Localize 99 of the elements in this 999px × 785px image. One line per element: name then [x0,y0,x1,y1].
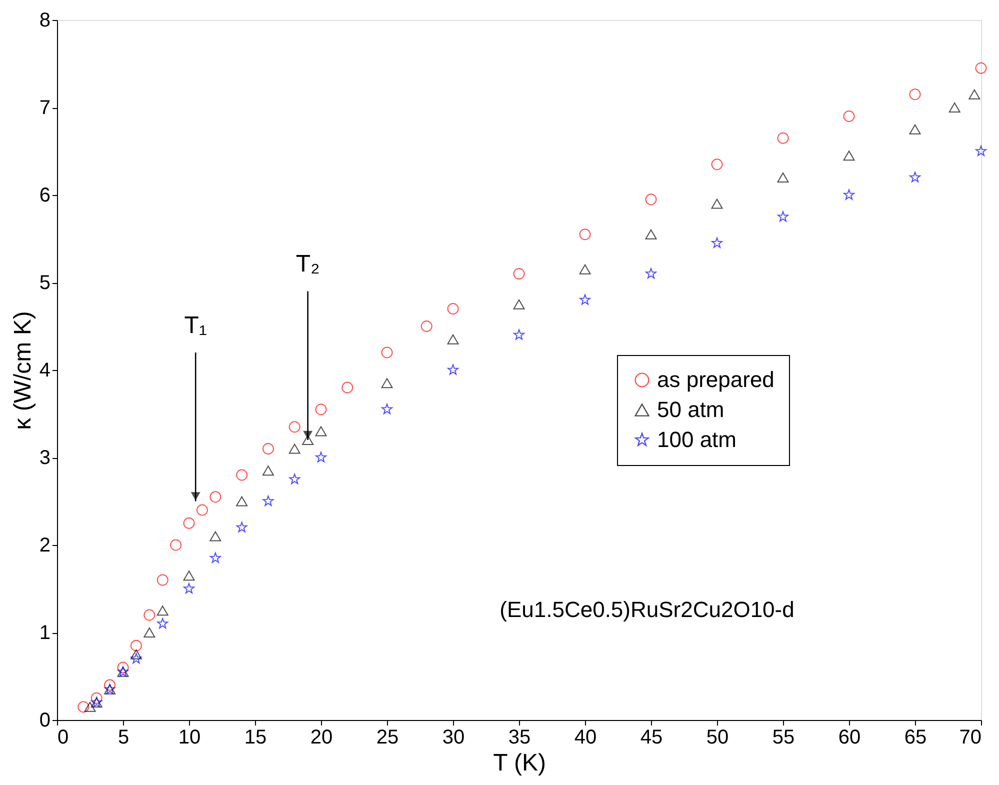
point [262,496,274,506]
point [210,531,222,542]
y-tick-label: 7 [39,97,50,119]
y-tick-label: 0 [39,710,50,732]
point [130,653,142,664]
legend-label: as prepared [657,367,774,392]
point [84,702,96,712]
point [104,679,116,691]
point [645,229,657,240]
x-tick-label: 5 [118,726,130,748]
y-tick-label: 4 [39,360,50,382]
x-tick-label: 15 [244,726,267,748]
x-tick-label: 40 [574,726,597,748]
y-tick-label: 8 [39,10,50,32]
point [289,474,300,484]
point [448,364,458,375]
point [382,404,392,414]
x-tick-label: 55 [772,726,795,748]
point [948,102,960,113]
point [288,421,300,433]
point [117,662,129,674]
point [711,198,723,209]
point [976,146,986,156]
point [778,211,788,222]
point [130,640,142,652]
x-tick-label: 25 [376,726,399,748]
y-tick-label: 6 [39,184,50,206]
point [196,504,208,516]
legend-label: 50 atm [657,397,724,422]
point [315,404,327,416]
point [236,469,248,481]
point [843,110,855,122]
point [78,701,90,713]
point [288,444,300,454]
point [514,329,524,340]
x-axis-title: T (K) [493,750,546,776]
point [711,158,723,170]
y-tick-label: 2 [39,534,50,556]
point [844,189,854,200]
annotation: T₂ [296,250,320,278]
point [579,228,591,240]
point [184,583,194,594]
point [315,426,327,436]
point [968,89,980,100]
annotation: T₁ [184,312,207,339]
point [381,346,393,358]
point [236,496,248,506]
y-tick-label: 1 [39,622,50,644]
point [170,539,182,551]
point [183,517,195,529]
point [843,150,855,161]
point [157,618,168,628]
x-tick-label: 60 [838,726,861,748]
x-tick-label: 50 [706,726,729,748]
point [236,522,248,532]
point [447,334,459,344]
x-tick-label: 30 [442,726,465,748]
point [210,552,221,563]
point [210,491,222,503]
x-tick-label: 10 [178,726,201,748]
point [183,570,195,581]
y-axis-title: κ (W/cm K) [9,311,36,430]
point [302,434,314,446]
point [144,609,156,621]
point [975,62,987,74]
point [909,124,921,134]
point [90,692,102,704]
legend-label: 100 atm [657,427,736,452]
point [646,268,656,278]
point [447,303,459,314]
point [316,452,326,462]
point [580,294,590,305]
point [513,268,525,280]
point [579,264,591,274]
point [381,378,393,388]
annotation: (Eu1.5Ce0.5)RuSr2Cu2O10-d [500,597,794,622]
x-tick-label: 70 [959,726,982,748]
x-tick-label: 35 [508,726,531,748]
point [262,443,274,454]
y-tick-label: 3 [39,447,50,469]
point [420,320,432,332]
point [262,466,274,476]
x-tick-label: 65 [904,726,927,748]
point [712,237,722,248]
x-tick-label: 20 [310,726,333,748]
point [156,606,168,616]
x-tick-label: 45 [640,726,663,748]
point [777,132,789,144]
y-tick-label: 5 [39,272,50,294]
point [777,172,789,183]
point [144,627,156,638]
point [156,574,168,586]
point [342,382,354,394]
point [130,649,142,660]
point [645,194,657,206]
x-tick-label: 0 [58,726,69,748]
point [513,299,525,310]
point [909,88,921,100]
point [910,172,920,182]
